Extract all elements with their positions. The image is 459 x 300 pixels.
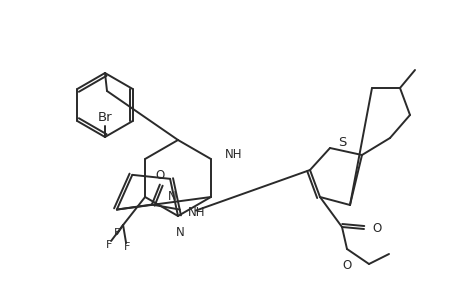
Text: NH: NH bbox=[187, 206, 205, 219]
Text: O: O bbox=[341, 259, 351, 272]
Text: N: N bbox=[168, 190, 176, 203]
Text: O: O bbox=[371, 223, 381, 236]
Text: F: F bbox=[114, 228, 120, 238]
Text: S: S bbox=[337, 136, 346, 148]
Text: NH: NH bbox=[224, 148, 242, 161]
Text: O: O bbox=[155, 169, 164, 182]
Text: F: F bbox=[106, 240, 112, 250]
Text: N: N bbox=[175, 226, 184, 239]
Text: F: F bbox=[123, 242, 130, 252]
Text: Br: Br bbox=[97, 111, 112, 124]
